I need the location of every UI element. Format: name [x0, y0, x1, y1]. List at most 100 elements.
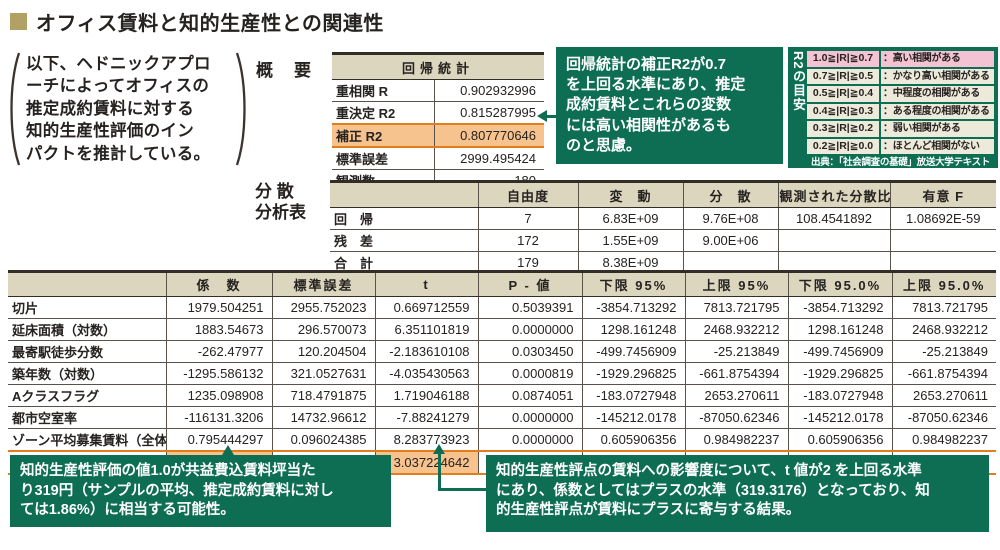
coef-row-label: 築年数（対数） [8, 362, 166, 385]
column-header: 観測された分散比 [777, 180, 890, 208]
coef-cell: 120.204504 [271, 340, 375, 363]
coef-cell: 1979.504251 [165, 296, 272, 319]
r2-desc: ：かなり高い相関がある [881, 68, 994, 84]
coef-cell: 0.984982237 [891, 428, 996, 452]
coef-cell: -183.0727948 [787, 384, 892, 407]
coef-cell: 14732.96612 [271, 406, 375, 429]
anova-cell: 9.76E+08 [682, 207, 778, 230]
coef-cell: 0.0000000 [477, 318, 582, 341]
left-arrow-icon [537, 110, 547, 122]
anova-cell [777, 229, 890, 252]
column-header: t [374, 270, 478, 297]
coef-cell: -1929.296825 [581, 362, 685, 385]
r2-range: 1.0≧|R|≧0.7 [807, 51, 879, 67]
coef-cell: -183.0727948 [581, 384, 685, 407]
r2-guide-rows: 1.0≧|R|≧0.7 ：高い相関がある 0.7≧|R|≧0.5 ：かなり高い相… [807, 51, 994, 168]
left-parenthesis-icon [10, 52, 21, 166]
list-item: 0.4≧|R|≧0.3 ：ある程度の相関がある [807, 103, 994, 119]
coef-cell: -1929.296825 [787, 362, 892, 385]
coef-row-label: ゾーン平均募集賃料（全体） [8, 428, 166, 452]
coef-row-label: 最寄駅徒歩分数 [8, 340, 166, 363]
r2-range: 0.3≧|R|≧0.2 [807, 121, 879, 137]
coef-cell: -3854.713292 [581, 296, 685, 319]
table-row: 延床面積（対数） 1883.54673 296.570073 6.3511018… [8, 318, 996, 341]
stat-label: 重相関 R [332, 79, 434, 102]
coef-cell: -3854.713292 [787, 296, 892, 319]
table-row-highlighted-adjusted-r2: 補正 R2 0.807770646 [332, 123, 545, 148]
anova-cell [889, 229, 996, 252]
table-row: 築年数（対数） -1295.586132 321.0527631 -4.0354… [8, 362, 996, 385]
r2-range: 0.7≧|R|≧0.5 [807, 68, 879, 84]
list-item: 1.0≧|R|≧0.7 ：高い相関がある [807, 51, 994, 67]
coef-cell-highlight: 3.037224642 [374, 450, 478, 475]
coef-cell: -25.213849 [891, 340, 996, 363]
coef-row-label: 切片 [8, 296, 166, 319]
r2-comment-callout: 回帰統計の補正R2が0.7 を上回る水準にあり、推定 成約賃料とこれらの変数 に… [556, 47, 783, 164]
coef-cell: -7.88241279 [374, 406, 478, 429]
stat-value: 2999.495424 [433, 147, 545, 170]
table-row: 重決定 R2 0.815287995 [332, 101, 545, 125]
stat-value: 0.807770646 [433, 123, 545, 148]
coef-cell: 0.0303450 [477, 340, 582, 363]
coef-cell: 0.0000000 [477, 406, 582, 429]
coef-cell: 296.570073 [271, 318, 375, 341]
r2-guide-vertical-label: R2の目安 [791, 51, 806, 112]
coef-cell: 1298.161248 [581, 318, 685, 341]
coef-cell: -116131.3206 [165, 406, 272, 429]
anova-section-label: 分 散 分析表 [255, 182, 306, 222]
coef-row-label: 延床面積（対数） [8, 318, 166, 341]
coef-cell: -1295.586132 [165, 362, 272, 385]
coef-cell: 1.719046188 [374, 384, 478, 407]
coef-row-label: Aクラスフラグ [8, 384, 166, 407]
list-item: 0.3≧|R|≧0.2 ：弱い相関がある [807, 121, 994, 137]
r2-range: 0.4≧|R|≧0.3 [807, 103, 879, 119]
coef-row-label: 都市空室率 [8, 406, 166, 429]
table-row: 回 帰 7 6.83E+09 9.76E+08 108.4541892 1.08… [330, 207, 996, 230]
table-header-row: 係 数 標準誤差 t P - 値 下限 95% 上限 95% 下限 95.0% … [8, 270, 996, 297]
coef-cell: -262.47977 [165, 340, 272, 363]
coefficients-table: 係 数 標準誤差 t P - 値 下限 95% 上限 95% 下限 95.0% … [8, 270, 996, 475]
up-arrow-icon [433, 444, 445, 454]
coef-cell: -4.035430563 [374, 362, 478, 385]
table-header-row: 自由度 変 動 分 散 観測された分散比 有意 F [330, 180, 996, 208]
coef-cell: 2468.932212 [891, 318, 996, 341]
coef-cell: 0.795444297 [165, 428, 272, 452]
r2-desc: ：ほとんど相関がない [881, 138, 994, 154]
table-row: 標準誤差 2999.495424 [332, 147, 545, 170]
regression-summary-title: 回帰統計 [332, 52, 545, 80]
coef-cell: 0.984982237 [684, 428, 788, 452]
coef-cell: 1298.161248 [787, 318, 892, 341]
column-header: 標準誤差 [271, 270, 375, 297]
column-header: 下限 95.0% [787, 270, 892, 297]
column-header: 変 動 [577, 180, 683, 208]
column-header: 下限 95% [581, 270, 685, 297]
anova-cell: 1.08692E-59 [889, 207, 996, 230]
r2-desc: ：高い相関がある [881, 51, 994, 67]
anova-cell: 172 [477, 229, 578, 252]
coef-cell: 7813.721795 [684, 296, 788, 319]
coef-cell: 0.669712559 [374, 296, 478, 319]
r2-range: 0.5≧|R|≧0.4 [807, 86, 879, 102]
anova-row-label: 回 帰 [330, 207, 478, 230]
list-item: 0.5≧|R|≧0.4 ：中程度の相関がある [807, 86, 994, 102]
coef-cell: -499.7456909 [787, 340, 892, 363]
table-row: 残 差 172 1.55E+09 9.00E+06 [330, 229, 996, 252]
up-arrow-icon [222, 445, 234, 455]
table-row: ゾーン平均募集賃料（全体） 0.795444297 0.096024385 8.… [8, 428, 996, 452]
coef-cell: 1235.098908 [165, 384, 272, 407]
coef-cell: -87050.62346 [684, 406, 788, 429]
coef-cell: 6.351101819 [374, 318, 478, 341]
regression-summary-table: 回帰統計 重相関 R 0.902932996 重決定 R2 0.81528799… [332, 52, 545, 193]
coef-cell: 0.0874051 [477, 384, 582, 407]
page-title: オフィス賃料と知的生産性との関連性 [36, 13, 384, 35]
coef-cell: -661.8754394 [684, 362, 788, 385]
r2-guide-source: 出典：「社会調査の基礎」放送大学テキスト [811, 157, 990, 168]
r2-desc: ：弱い相関がある [881, 121, 994, 137]
coef-cell: -25.213849 [684, 340, 788, 363]
anova-row-label: 残 差 [330, 229, 478, 252]
t-value-comment-callout: 知的生産性評点の賃料への影響度について、t 値が2 を上回る水準 にあり、係数と… [486, 455, 989, 532]
coef-cell: 2468.932212 [684, 318, 788, 341]
coef-cell: -145212.0178 [787, 406, 892, 429]
stat-label: 標準誤差 [332, 147, 434, 170]
